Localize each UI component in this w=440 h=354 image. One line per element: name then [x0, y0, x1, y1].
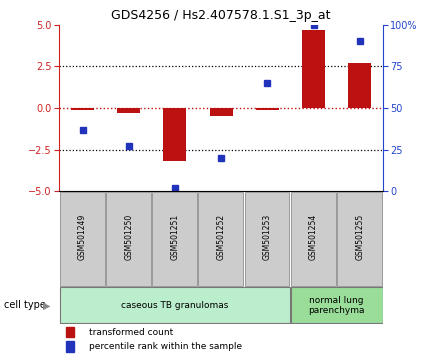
Bar [256, 108, 279, 110]
Bar [302, 30, 325, 108]
Text: GSM501253: GSM501253 [263, 214, 272, 260]
Title: GDS4256 / Hs2.407578.1.S1_3p_at: GDS4256 / Hs2.407578.1.S1_3p_at [111, 9, 331, 22]
Text: GSM501255: GSM501255 [355, 214, 364, 260]
Text: transformed count: transformed count [88, 328, 173, 337]
FancyBboxPatch shape [60, 192, 105, 286]
FancyBboxPatch shape [106, 192, 151, 286]
Text: GSM501254: GSM501254 [309, 214, 318, 260]
Text: caseous TB granulomas: caseous TB granulomas [121, 301, 229, 310]
Bar [163, 108, 187, 161]
Bar [209, 108, 233, 116]
FancyBboxPatch shape [291, 192, 336, 286]
Text: normal lung
parenchyma: normal lung parenchyma [308, 296, 365, 315]
FancyBboxPatch shape [60, 287, 290, 323]
Text: percentile rank within the sample: percentile rank within the sample [88, 342, 242, 351]
Bar [66, 327, 73, 337]
Bar [348, 63, 371, 108]
Text: GSM501250: GSM501250 [124, 214, 133, 260]
Bar [71, 108, 94, 110]
Text: GSM501249: GSM501249 [78, 214, 87, 260]
FancyBboxPatch shape [152, 192, 197, 286]
Text: cell type: cell type [4, 300, 46, 310]
FancyBboxPatch shape [245, 192, 290, 286]
Text: ▶: ▶ [43, 300, 51, 310]
Bar [117, 108, 140, 113]
FancyBboxPatch shape [337, 192, 382, 286]
Text: GSM501251: GSM501251 [170, 214, 180, 260]
FancyBboxPatch shape [291, 287, 383, 323]
FancyBboxPatch shape [198, 192, 243, 286]
Text: GSM501252: GSM501252 [216, 214, 226, 260]
Bar [66, 341, 73, 352]
